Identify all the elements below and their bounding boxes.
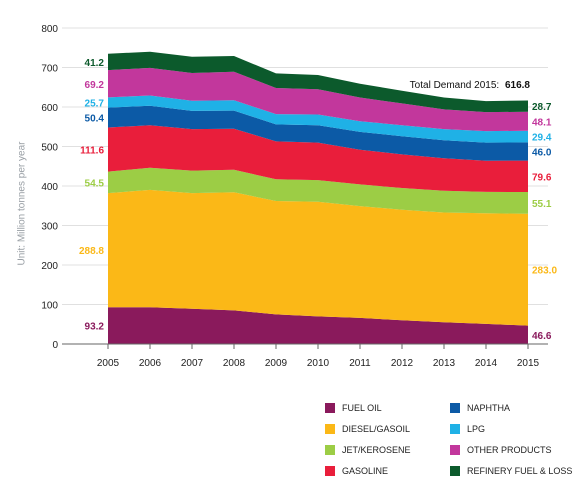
total-demand-annotation: Total Demand 2015: 616.8 [410,80,531,91]
data-label-start: 54.5 [85,178,105,189]
x-tick-label: 2014 [475,358,498,369]
data-label-start: 50.4 [85,114,105,125]
area-layers [108,51,528,344]
data-label-end: 28.7 [532,102,552,113]
x-tick-label: 2013 [433,358,456,369]
legend-item: DIESEL/GASOIL [325,424,410,434]
data-label-end: 29.4 [532,133,552,144]
legend-item: NAPHTHA [450,403,510,413]
x-tick-label: 2012 [391,358,414,369]
x-tick-label: 2011 [349,358,371,369]
y-tick-label: 800 [41,24,58,35]
area-diesel-gasoil [108,189,528,326]
data-labels: 93.2 46.6 288.8 283.0 54.5 55.1 111.6 79.6 50.4 4… [79,58,557,342]
y-tick-label: 0 [52,340,58,351]
data-label-end: 48.1 [532,117,552,128]
legend-item: OTHER PRODUCTS [450,445,552,455]
area-refinery-fuel-loss [108,51,528,113]
area-fuel-oil [108,307,528,344]
legend-label: FUEL OIL [342,403,382,413]
y-axis: 0 100 200 300 400 500 600 700 800 [41,24,58,351]
y-tick-label: 700 [41,64,58,75]
x-tick-label: 2006 [139,358,162,369]
x-tick-label: 2007 [181,358,204,369]
legend-label: OTHER PRODUCTS [467,445,552,455]
legend-swatch [450,403,460,413]
data-label-end: 55.1 [532,199,552,210]
data-label-start: 111.6 [80,146,104,157]
data-label-end: 79.6 [532,172,552,183]
legend-item: LPG [450,424,485,434]
area-lpg [108,95,528,143]
legend-item: JET/KEROSENE [325,445,411,455]
legend-label: GASOLINE [342,466,389,476]
total-demand-value: 616.8 [505,80,530,91]
y-axis-title: Unit: Million tonnes per year [16,141,28,266]
legend-label: DIESEL/GASOIL [342,424,411,434]
legend-swatch [450,424,460,434]
x-tick-label: 2005 [97,358,120,369]
x-tick-label: 2008 [223,358,246,369]
legend-label: REFINERY FUEL & LOSS [467,466,573,476]
data-label-end: 46.6 [532,331,552,342]
legend-swatch [450,445,460,455]
x-tick-label: 2010 [307,358,330,369]
legend-swatch [325,424,335,434]
legend-swatch [325,445,335,455]
legend-item: FUEL OIL [325,403,382,413]
y-tick-label: 300 [41,222,58,233]
legend-item: GASOLINE [325,466,388,476]
data-label-end: 283.0 [532,266,557,277]
area-other-products [108,67,528,132]
legend-swatch [450,466,460,476]
data-label-start: 288.8 [79,246,104,257]
total-demand-label: Total Demand 2015: [410,80,500,91]
legend-label: LPG [467,424,486,434]
legend-swatch [325,403,335,413]
y-tick-label: 400 [41,182,58,193]
y-tick-label: 200 [41,261,58,272]
data-label-start: 41.2 [85,58,105,69]
x-axis: 2005 2006 2007 2008 2009 2010 2011 2012 2013 2014… [62,343,548,369]
y-tick-label: 600 [41,103,58,114]
data-label-start: 69.2 [85,80,105,91]
legend-label: JET/KEROSENE [342,445,411,455]
y-tick-label: 500 [41,143,58,154]
x-tick-label: 2015 [517,358,540,369]
data-label-start: 25.7 [85,99,105,110]
legend-label: NAPHTHA [467,403,511,413]
x-tick-label: 2009 [265,358,288,369]
area-jet-kerosene [108,167,528,214]
legend-swatch [325,466,335,476]
legend-item: REFINERY FUEL & LOSS [450,466,572,476]
area-naphtha [108,105,528,161]
y-tick-label: 100 [41,301,58,312]
data-label-end: 46.0 [532,148,552,159]
area-gasoline [108,125,528,192]
data-label-start: 93.2 [85,322,105,333]
